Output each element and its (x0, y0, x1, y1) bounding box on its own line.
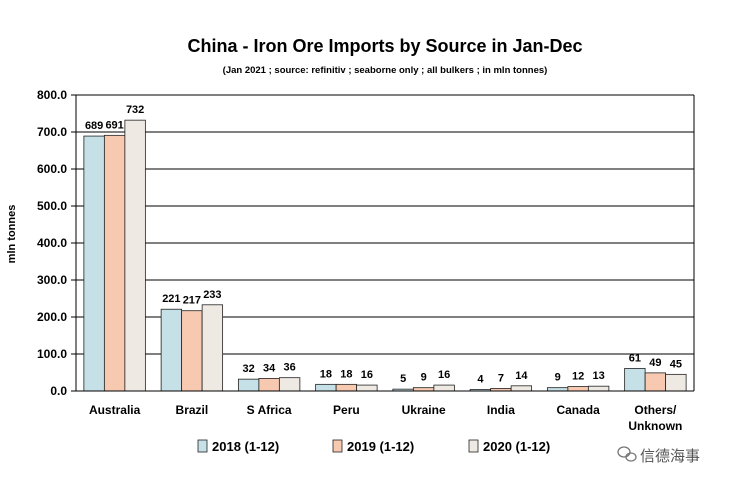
x-category-label: Brazil (176, 403, 209, 417)
bar (258, 378, 280, 392)
y-tick-label: 600.0 (37, 162, 67, 176)
bar (181, 310, 203, 392)
bar (433, 384, 455, 392)
y-axis-ticks: 0.0 100.0 200.0 300.0 400.0 500.0 600.0 700.0 80… (37, 88, 76, 398)
legend-swatch (332, 439, 343, 453)
legend-label: 2019 (1-12) (347, 439, 414, 454)
data-label: 45 (670, 358, 682, 370)
bar (567, 386, 589, 392)
legend-label: 2020 (1-12) (483, 439, 550, 454)
data-label: 732 (126, 104, 144, 116)
data-label: 13 (593, 370, 605, 382)
y-tick-label: 300.0 (37, 273, 67, 287)
y-axis-label: mln tonnes (6, 205, 18, 264)
y-tick-label: 0.0 (50, 384, 67, 398)
y-tick-label: 400.0 (37, 236, 67, 250)
data-label: 18 (320, 368, 332, 380)
legend-swatch (468, 439, 479, 453)
data-label: 233 (203, 289, 221, 301)
chart-title: China - Iron Ore Imports by Source in Ja… (187, 36, 582, 56)
bar (160, 308, 183, 392)
bars (83, 119, 687, 392)
y-tick-label: 100.0 (37, 347, 67, 361)
bar (124, 119, 146, 392)
wechat-icon (617, 446, 637, 462)
data-label: 221 (162, 293, 180, 305)
watermark: 信德海事 (617, 446, 700, 465)
data-label: 36 (284, 362, 296, 374)
x-category-label: Australia (89, 403, 141, 417)
watermark-text: 信德海事 (640, 447, 700, 465)
x-category-label: Others/Unknown (628, 403, 682, 433)
data-label: 5 (400, 373, 406, 385)
y-tick-label: 700.0 (37, 125, 67, 139)
data-label: 14 (515, 370, 528, 382)
data-label: 49 (649, 357, 661, 369)
data-label: 689 (85, 120, 103, 132)
data-label: 9 (421, 372, 427, 384)
legend-label: 2018 (1-12) (212, 439, 279, 454)
legend: 2018 (1-12) 2019 (1-12) 2020 (1-12) (197, 439, 550, 454)
bar (237, 378, 260, 392)
bar (624, 368, 646, 392)
data-label: 9 (555, 372, 561, 384)
data-label: 34 (263, 362, 276, 374)
data-label: 7 (498, 372, 504, 384)
y-tick-label: 200.0 (37, 310, 67, 324)
bar (278, 377, 301, 392)
data-label: 16 (438, 369, 450, 381)
data-label: 217 (183, 295, 201, 307)
x-axis-categories: Australia Brazil S Africa Peru Ukraine India C… (89, 403, 682, 433)
bar (335, 383, 358, 392)
chart-subtitle: (Jan 2021 ; source: refinitiv ; seaborne… (223, 65, 548, 76)
data-label: 32 (243, 363, 255, 375)
data-label: 12 (572, 371, 584, 383)
x-category-label: Peru (333, 403, 360, 417)
bar (644, 372, 667, 392)
data-label: 691 (105, 119, 123, 131)
data-label: 16 (361, 369, 373, 381)
axes (75, 95, 695, 392)
data-label: 4 (477, 374, 484, 386)
legend-swatch (197, 439, 208, 453)
y-tick-label: 500.0 (37, 199, 67, 213)
bar (510, 385, 533, 392)
y-tick-label: 800.0 (37, 88, 67, 102)
bar (103, 134, 126, 392)
bar (201, 304, 224, 392)
bar (587, 385, 610, 392)
bar (83, 135, 105, 392)
data-label: 61 (629, 352, 641, 364)
x-category-label: India (487, 403, 515, 417)
x-category-label: S Africa (247, 403, 292, 417)
bar (356, 384, 378, 392)
bar (665, 373, 687, 392)
bar (315, 383, 337, 392)
data-label: 18 (340, 368, 352, 380)
x-category-label: Ukraine (402, 403, 446, 417)
x-category-label: Canada (556, 403, 600, 417)
